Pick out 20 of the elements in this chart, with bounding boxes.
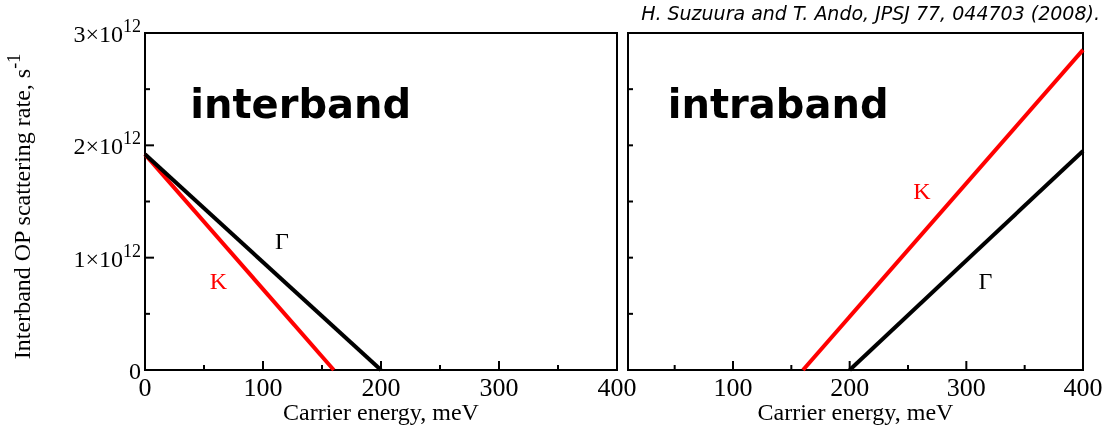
x-tick-label: 400 xyxy=(1063,373,1103,402)
y-tick-label: 3×10$^{12}$ xyxy=(73,16,141,47)
y-tick-label: 2×10$^{12}$ xyxy=(73,128,141,160)
x-tick-label: 300 xyxy=(946,373,986,402)
series-label: K xyxy=(913,178,932,205)
text: H. Suzuura and T. Ando, JPSJ 77, 044703 (2008). xyxy=(641,2,1100,24)
text: intraband xyxy=(667,81,889,127)
x-tick-label: 200 xyxy=(361,373,401,402)
x-axis-title: Carrier energy, meV xyxy=(283,399,480,425)
x-tick-label: 100 xyxy=(713,373,753,402)
series-label: K xyxy=(209,267,228,294)
text: interband xyxy=(190,81,412,127)
x-tick-label: 200 xyxy=(830,373,870,402)
y-tick-label: 1×10$^{12}$ xyxy=(73,240,141,272)
x-tick-label: 300 xyxy=(479,373,519,402)
series-label: Γ xyxy=(978,267,993,294)
series-label: Γ xyxy=(274,228,289,255)
x-axis-title: Carrier energy, meV xyxy=(757,399,955,425)
x-tick-label: 100 xyxy=(243,373,283,402)
x-tick-label: 400 xyxy=(597,373,637,402)
